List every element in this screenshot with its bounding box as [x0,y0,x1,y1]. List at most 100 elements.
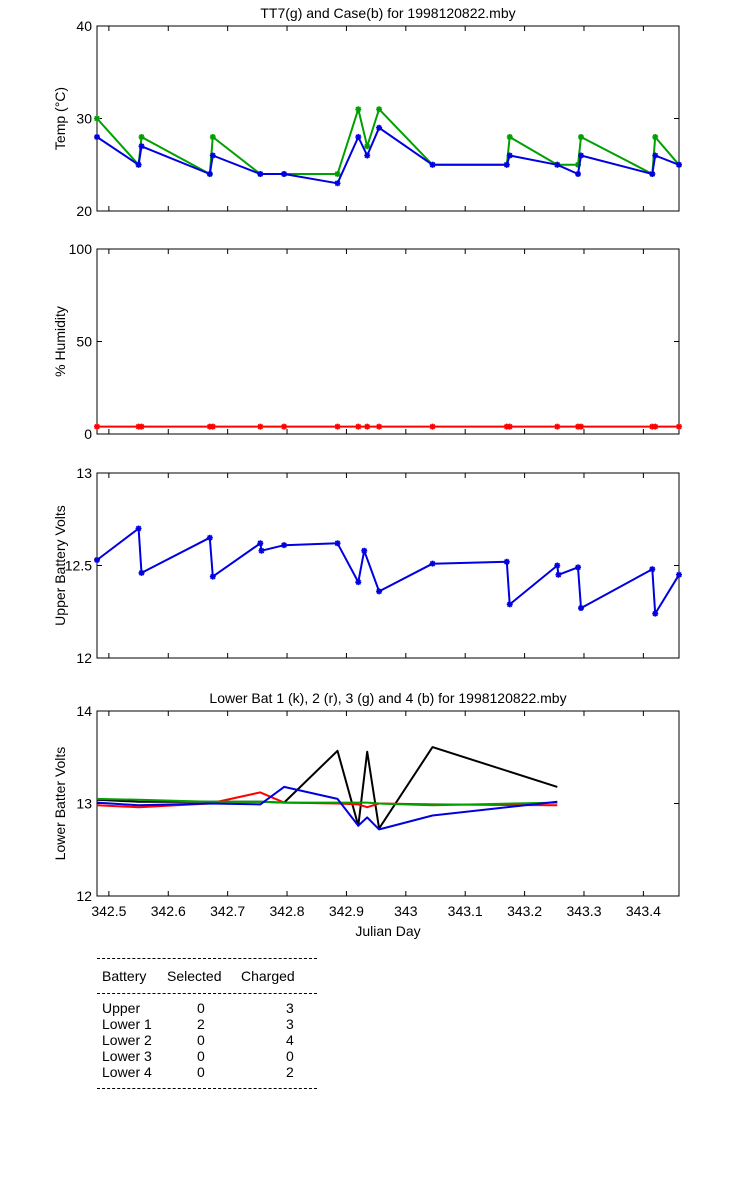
upper-battery-data-point [575,564,582,571]
temp-data-point [652,134,659,140]
temp-data-point [376,106,383,113]
table-row: Lower 4 0 2 [97,1064,317,1080]
temp-data-point [334,180,341,187]
humidity-data-point [257,423,264,430]
humidity-plot-frame [96,248,680,435]
lower-battery-xtick-label: 343.3 [566,903,601,919]
upper-battery-plot-frame [96,472,680,659]
temp-data-point [578,134,585,140]
temp-data-point [503,161,510,168]
table-bottom-rule [97,1088,317,1089]
row-selected: 0 [197,1064,205,1080]
upper-battery-ytick-label: 12.5 [65,558,92,574]
table-row: Lower 1 2 3 [97,1016,317,1032]
humidity-data-point [281,423,288,430]
upper-battery-data-point [94,556,100,563]
header-selected: Selected [167,968,222,984]
table-row: Lower 2 0 4 [97,1032,317,1048]
row-selected: 0 [197,1032,205,1048]
temp-data-point [138,143,145,150]
lower-battery-panel: 12 13 14 342.5 342.6 342.7 342.8 342.9 343 343.1 3… [52,690,680,939]
table-body: Upper 0 3 Lower 1 2 3 Lower 2 0 4 Lower … [97,994,317,1088]
lower-battery-xtick-label: 343 [394,903,418,919]
row-battery: Lower 1 [102,1016,152,1032]
row-battery: Lower 3 [102,1048,152,1064]
temp-series-line-1 [96,126,680,185]
humidity-data-point [355,423,362,430]
table-top-rule [97,958,317,959]
lower-battery-xtick-label: 342.6 [151,903,186,919]
humidity-panel: 0 50 100 % Humidity [52,241,682,442]
temp-y-axis-label: Temp (°C) [52,87,68,150]
upper-battery-data-point [334,540,341,547]
temp-data-point [376,124,383,131]
humidity-data-point [429,423,436,430]
temp-data-point [206,171,213,177]
temp-data-point [334,171,341,177]
temp-data-point [676,161,682,168]
row-selected: 2 [197,1016,205,1032]
charts-canvas: 20 30 40 TT7(g) and Case(b) for 1998120822.… [52,5,682,939]
temp-data-point [135,161,142,168]
lower-battery-y-axis-label: Lower Batter Volts [52,747,68,861]
temp-data-point [209,134,216,140]
temp-panel: 20 30 40 TT7(g) and Case(b) for 1998120822.… [52,5,682,219]
row-charged: 3 [286,1016,294,1032]
temp-data-point [578,152,585,159]
temp-ytick-label: 20 [76,203,92,219]
humidity-y-axis-label: % Humidity [52,306,68,377]
temp-data-point [506,152,513,159]
lower-battery-ytick-label: 14 [76,703,92,719]
lower-battery-xtick-label: 342.8 [270,903,305,919]
upper-battery-data-point [652,610,659,617]
battery-table: Battery Selected Charged Upper 0 3 Lower… [97,958,317,1089]
humidity-data-point [138,423,145,430]
temp-data-point [506,134,513,140]
humidity-ytick-label: 100 [69,241,93,257]
upper-battery-panel: 12 12.5 13 Upper Battery Volts [52,465,682,666]
header-battery: Battery [102,968,147,984]
humidity-data-point [506,423,513,430]
row-battery: Lower 2 [102,1032,152,1048]
lower-battery-xtick-label: 343.2 [507,903,542,919]
temp-data-point [94,134,100,140]
table-header-row: Battery Selected Charged [97,959,317,993]
upper-battery-ytick-label: 13 [76,465,92,481]
upper-battery-data-point [649,566,656,573]
upper-battery-data-point [555,571,562,578]
temp-data-point [649,171,656,177]
upper-battery-data-point [135,525,142,532]
table-row: Lower 3 0 0 [97,1048,317,1064]
upper-battery-data-point [138,569,145,576]
temp-data-point [364,152,371,159]
upper-battery-data-point [355,579,362,586]
lower-battery-chart-title: Lower Bat 1 (k), 2 (r), 3 (g) and 4 (b) … [209,690,566,706]
row-charged: 4 [286,1032,294,1048]
temp-data-point [355,106,362,113]
lower-battery-xtick-label: 342.9 [329,903,364,919]
temp-data-point [364,143,371,150]
row-selected: 0 [197,1000,205,1016]
row-charged: 2 [286,1064,294,1080]
temp-chart-title: TT7(g) and Case(b) for 1998120822.mby [260,5,515,21]
temp-data-point [257,171,264,177]
header-charged: Charged [241,968,295,984]
row-battery: Lower 4 [102,1064,152,1080]
upper-battery-data-point [554,562,561,569]
temp-data-point [94,115,100,122]
upper-battery-data-point [209,573,216,580]
row-battery: Upper [102,1000,141,1016]
humidity-data-point [94,423,100,430]
temp-data-point [575,161,582,168]
humidity-data-point [334,423,341,430]
humidity-data-point [578,423,585,430]
temp-ytick-label: 30 [76,111,92,127]
temp-ytick-label: 40 [76,18,92,34]
table-row: Upper 0 3 [97,1000,317,1016]
temp-data-point [281,171,288,177]
upper-battery-data-point [376,588,383,595]
upper-battery-data-point [676,571,682,578]
upper-battery-y-axis-label: Upper Battery Volts [52,505,68,626]
temp-data-point [429,161,436,168]
upper-battery-data-point [578,605,585,612]
